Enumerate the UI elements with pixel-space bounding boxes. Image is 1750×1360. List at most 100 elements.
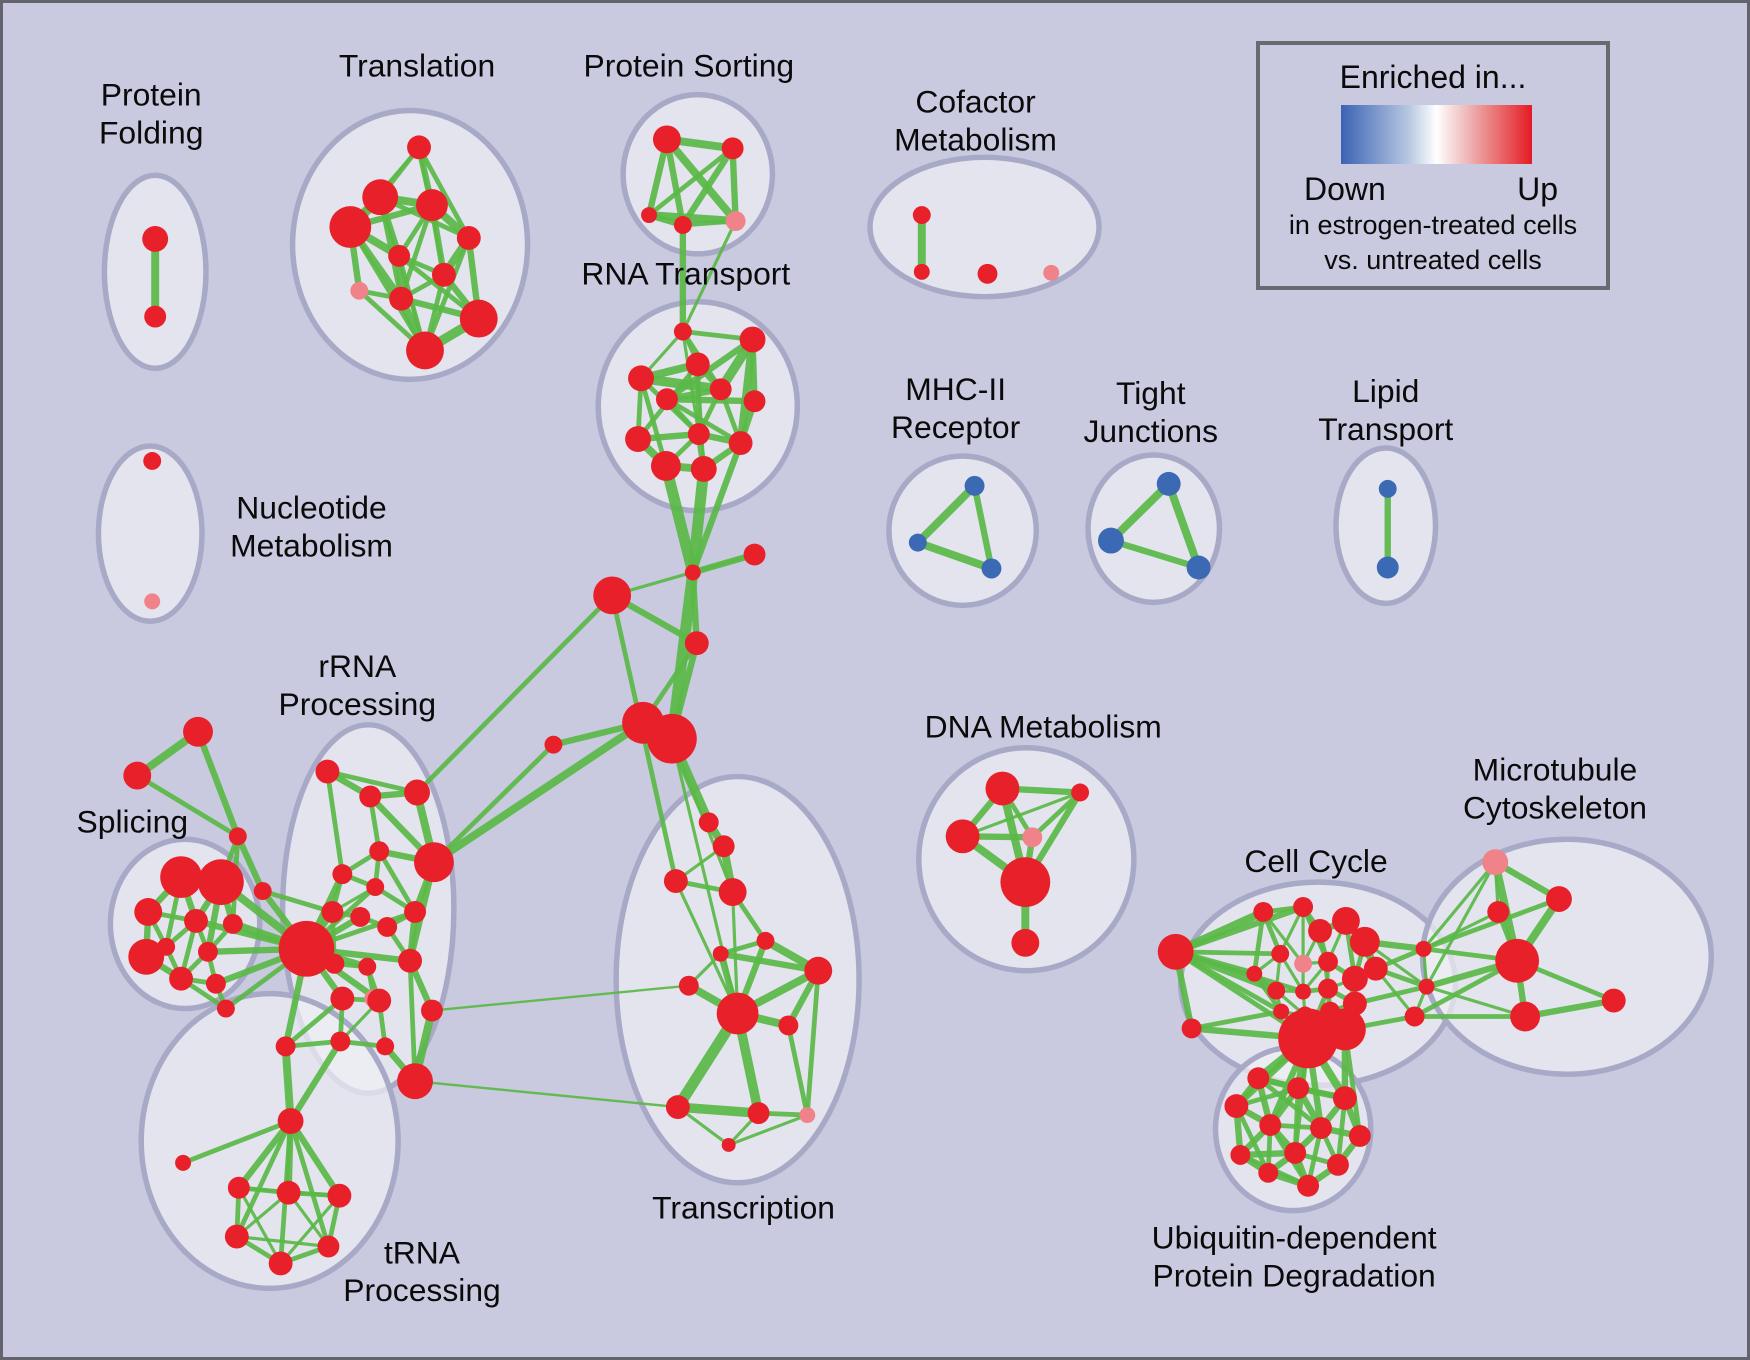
node-m4: [1495, 938, 1540, 983]
edge-r6-r7: [663, 396, 758, 405]
legend-subtitle-line1: in estrogen-treated cells: [1288, 210, 1578, 240]
node-cf3: [977, 263, 998, 284]
node-r5: [709, 378, 732, 401]
edge-ps1-ps4: [663, 136, 687, 229]
node-nm2: [144, 593, 161, 610]
edge-rr1-rr5: [325, 769, 345, 877]
node-x3: [228, 827, 247, 846]
node-tn7: [268, 1251, 293, 1276]
node-j2: [743, 543, 766, 566]
edge-r2-r6: [663, 336, 756, 403]
node-ps3: [641, 207, 657, 224]
node-cc11: [1363, 956, 1388, 981]
node-cc8: [1294, 954, 1313, 973]
node-r7: [743, 390, 766, 413]
node-rr8: [404, 901, 426, 923]
edge-rr20-tr11: [413, 1080, 680, 1109]
edge-rr17-tr7: [430, 984, 691, 1012]
node-cc6: [1271, 944, 1290, 963]
edge-tr6-tr8: [717, 950, 822, 974]
edge-tn4-tn7: [279, 1194, 341, 1266]
node-br2: [1418, 978, 1435, 995]
cluster-ellipse-microtubule-cytoskeleton: [1419, 836, 1715, 1077]
node-rr5: [332, 864, 353, 885]
edge-br1-m1: [1421, 860, 1497, 951]
edge-r2-r10: [736, 335, 757, 448]
edge-cc1-cc7: [1251, 909, 1266, 977]
node-r6: [655, 388, 678, 411]
edge-r10-j1: [689, 439, 744, 576]
node-r4: [685, 352, 710, 377]
node-mh3: [981, 558, 1002, 579]
node-sp5: [222, 913, 243, 934]
node-r8: [625, 426, 651, 453]
node-tn8: [175, 1154, 192, 1171]
edge-rr3-b1: [414, 592, 615, 795]
node-m6: [1510, 1001, 1541, 1032]
node-x1: [183, 716, 213, 747]
node-rr12: [324, 953, 345, 974]
node-sp3: [134, 898, 163, 926]
node-s1: [544, 735, 563, 754]
node-r3: [628, 365, 654, 392]
node-pf1: [142, 226, 169, 252]
node-rr4: [369, 841, 390, 862]
node-t9: [389, 286, 414, 311]
node-nm1: [143, 452, 162, 470]
node-r10: [728, 431, 753, 455]
edge-x1-x3: [194, 728, 242, 840]
edge-ps2-ps5: [729, 145, 739, 225]
node-hub: [278, 920, 335, 977]
node-cc3: [1308, 918, 1332, 943]
node-sp10: [205, 973, 226, 994]
cluster-label-mhc-ii-receptor: MHC-II Receptor: [891, 371, 1021, 445]
node-t1: [407, 135, 431, 160]
edge-rr1-rr3: [325, 769, 420, 795]
node-sp8: [128, 938, 165, 975]
node-t10: [459, 299, 498, 338]
edge-tn1-tn8: [180, 1118, 293, 1166]
node-d4: [1022, 827, 1043, 848]
edge-rr14-rr20: [407, 958, 418, 1084]
node-d2: [1071, 783, 1090, 802]
node-m3: [1487, 901, 1510, 923]
node-rr6: [366, 878, 385, 897]
node-ch1: [1278, 1008, 1338, 1069]
node-d1: [985, 771, 1020, 806]
cluster-label-splicing: Splicing: [77, 803, 189, 839]
edge-tr3-tr9: [674, 879, 740, 1016]
node-cf4: [1043, 264, 1060, 281]
node-ps2: [721, 137, 744, 160]
node-rr14: [398, 948, 423, 973]
node-sp1: [160, 856, 202, 899]
node-r2: [739, 326, 766, 353]
node-tr4: [718, 878, 747, 906]
edge-tn2-tn7: [237, 1186, 283, 1266]
legend-down-label: Down: [1304, 171, 1386, 207]
node-cf1: [912, 206, 931, 225]
cluster-label-ubiquitin-degradation: Ubiquitin-dependent Protein Degradation: [1152, 1219, 1437, 1293]
node-u2: [1287, 1077, 1310, 1100]
node-sp4: [184, 908, 208, 933]
node-tr12: [747, 1102, 770, 1125]
cluster-label-cell-cycle: Cell Cycle: [1244, 843, 1387, 879]
node-u12: [1297, 1174, 1320, 1197]
edge-cc15-br2: [1352, 984, 1429, 1006]
node-m1: [1482, 849, 1509, 876]
edge-tr13-tr14: [727, 1113, 809, 1147]
node-rr2: [359, 785, 382, 808]
node-u4: [1224, 1094, 1249, 1119]
node-pf2: [144, 305, 167, 328]
cluster-label-protein-folding: Protein Folding: [99, 77, 203, 151]
edge-ps2-ps4: [679, 145, 736, 229]
edge-x2-x3: [134, 773, 241, 839]
node-d5: [1000, 857, 1051, 907]
node-tj2: [1098, 527, 1124, 554]
node-rr11: [377, 916, 398, 937]
node-x2: [123, 761, 152, 790]
node-tr11: [665, 1095, 690, 1120]
node-u3: [1332, 1086, 1357, 1111]
node-ps4: [673, 216, 692, 234]
node-r1: [673, 322, 692, 341]
